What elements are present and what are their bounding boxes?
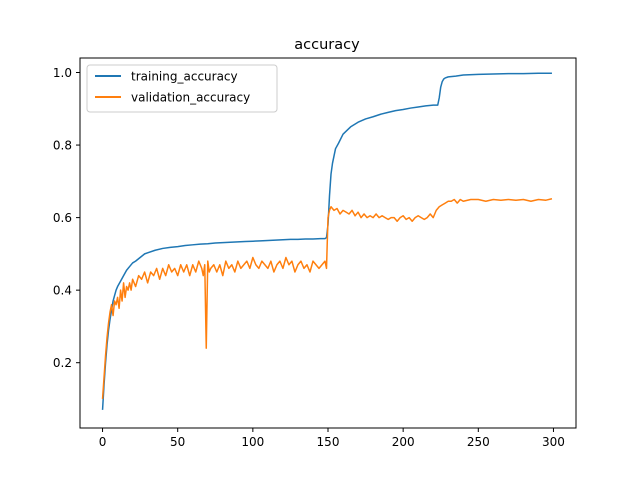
series-layer	[101, 72, 553, 410]
series-line-validation-accuracy	[101, 198, 553, 400]
legend-label-validation-accuracy: validation_accuracy	[131, 91, 250, 105]
x-tick-label: 150	[317, 435, 340, 449]
legend: training_accuracy validation_accuracy	[86, 64, 278, 113]
x-tick-label: 0	[99, 435, 107, 449]
y-tick-label: 0.2	[53, 356, 72, 370]
x-tick-label: 100	[241, 435, 264, 449]
x-tick-label: 300	[542, 435, 565, 449]
x-tick-label: 50	[170, 435, 185, 449]
y-tick-label: 1.0	[53, 66, 72, 80]
x-tick-label: 250	[467, 435, 490, 449]
legend-box	[86, 64, 278, 113]
y-tick-label: 0.4	[53, 284, 72, 298]
series-line-training-accuracy	[101, 72, 552, 410]
chart-title: accuracy	[294, 37, 360, 53]
legend-label-training-accuracy: training_accuracy	[131, 70, 238, 84]
y-tick-label: 0.6	[53, 211, 72, 225]
plot-area	[79, 57, 577, 429]
x-tick-label: 200	[392, 435, 415, 449]
x-axis: 0 50 100 150 200 250 300	[99, 428, 565, 449]
y-tick-label: 0.8	[53, 139, 72, 153]
y-axis: 0.2 0.4 0.6 0.8 1.0	[53, 66, 80, 370]
